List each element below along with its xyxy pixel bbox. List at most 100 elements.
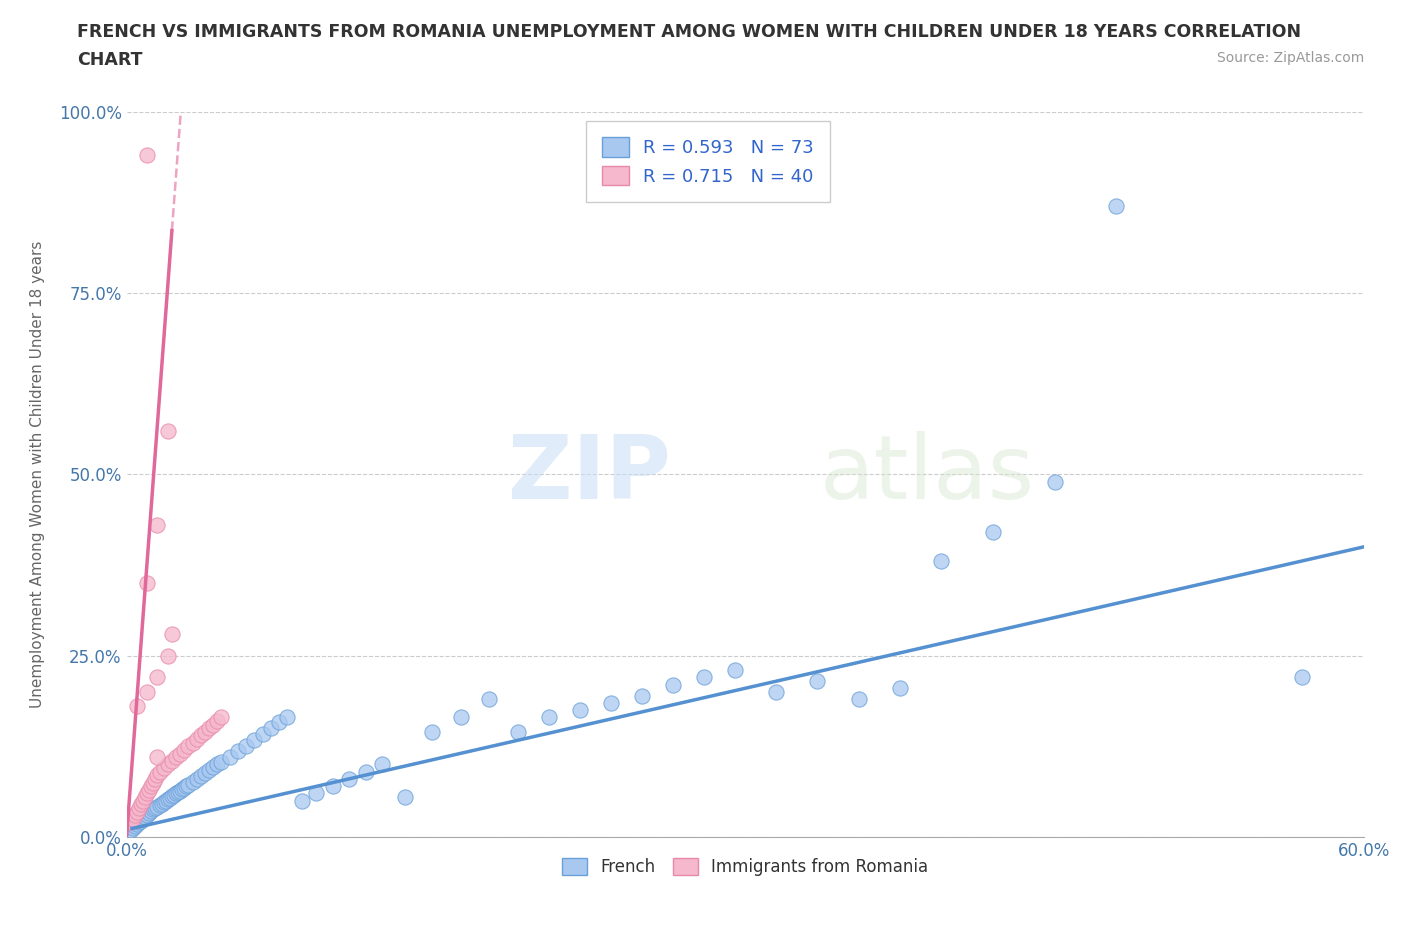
Point bbox=[128, 815, 150, 830]
Point bbox=[929, 554, 952, 569]
Point bbox=[600, 696, 623, 711]
Point bbox=[152, 795, 174, 810]
Point bbox=[134, 809, 156, 824]
Point bbox=[125, 804, 148, 819]
Point bbox=[226, 744, 249, 759]
Point bbox=[371, 757, 394, 772]
Point bbox=[146, 768, 169, 783]
Point bbox=[146, 799, 169, 814]
Point bbox=[354, 764, 377, 779]
Point bbox=[181, 775, 204, 790]
Point bbox=[142, 802, 165, 817]
Point bbox=[305, 786, 328, 801]
Point bbox=[202, 760, 225, 775]
Point bbox=[177, 777, 200, 792]
Point bbox=[156, 757, 179, 772]
Point bbox=[136, 148, 159, 163]
Point bbox=[198, 721, 221, 736]
Point bbox=[218, 750, 240, 764]
Point bbox=[136, 808, 159, 823]
Point bbox=[662, 677, 685, 692]
Point bbox=[145, 801, 167, 816]
Point bbox=[276, 710, 298, 724]
Point bbox=[848, 692, 870, 707]
Point bbox=[145, 772, 167, 787]
Point bbox=[165, 786, 187, 801]
Point bbox=[167, 785, 190, 800]
Text: Source: ZipAtlas.com: Source: ZipAtlas.com bbox=[1216, 51, 1364, 65]
Point bbox=[569, 703, 592, 718]
Point bbox=[141, 804, 163, 818]
Point bbox=[120, 822, 142, 837]
Point bbox=[156, 423, 179, 438]
Point bbox=[138, 782, 160, 797]
Point bbox=[124, 808, 146, 823]
Point bbox=[134, 790, 156, 804]
Point bbox=[724, 663, 747, 678]
Point bbox=[806, 673, 828, 688]
Point bbox=[129, 797, 152, 812]
Point bbox=[150, 796, 173, 811]
Point bbox=[173, 780, 195, 795]
Point bbox=[322, 778, 344, 793]
Point bbox=[1105, 198, 1128, 213]
Point bbox=[125, 699, 148, 714]
Point bbox=[148, 798, 170, 813]
Point bbox=[186, 772, 208, 787]
Point bbox=[136, 684, 159, 699]
Point bbox=[450, 710, 472, 724]
Point bbox=[156, 791, 179, 806]
Legend: French, Immigrants from Romania: French, Immigrants from Romania bbox=[555, 852, 935, 883]
Point bbox=[889, 681, 911, 696]
Text: CHART: CHART bbox=[77, 51, 143, 69]
Point bbox=[121, 821, 143, 836]
Point bbox=[125, 817, 148, 831]
Point bbox=[163, 788, 186, 803]
Point bbox=[160, 753, 183, 768]
Point bbox=[765, 684, 787, 699]
Text: ZIP: ZIP bbox=[508, 431, 671, 518]
Y-axis label: Unemployment Among Women with Children Under 18 years: Unemployment Among Women with Children U… bbox=[30, 241, 45, 708]
Point bbox=[243, 732, 266, 747]
Point bbox=[160, 789, 183, 804]
Point bbox=[146, 750, 169, 764]
Point bbox=[165, 750, 187, 764]
Point bbox=[155, 793, 177, 808]
Point bbox=[129, 814, 152, 829]
Point bbox=[260, 721, 283, 736]
Point bbox=[159, 790, 181, 805]
Point bbox=[209, 710, 232, 724]
Point bbox=[337, 772, 360, 787]
Point bbox=[124, 818, 146, 833]
Point bbox=[172, 782, 194, 797]
Point bbox=[136, 576, 159, 591]
Point bbox=[209, 754, 232, 769]
Point bbox=[190, 768, 212, 783]
Point bbox=[207, 757, 229, 772]
Point bbox=[207, 713, 229, 728]
Point bbox=[181, 736, 204, 751]
Text: atlas: atlas bbox=[820, 431, 1035, 518]
Point bbox=[169, 783, 191, 798]
Point bbox=[981, 525, 1004, 539]
Point bbox=[538, 710, 561, 724]
Point bbox=[252, 726, 274, 741]
Point bbox=[194, 724, 217, 739]
Point bbox=[132, 793, 155, 808]
Point bbox=[194, 765, 217, 780]
Point bbox=[269, 715, 291, 730]
Point bbox=[177, 738, 200, 753]
Point bbox=[160, 627, 183, 642]
Point bbox=[186, 732, 208, 747]
Point bbox=[202, 717, 225, 732]
Point bbox=[508, 724, 530, 739]
Point bbox=[146, 670, 169, 684]
Point bbox=[138, 805, 160, 820]
Point bbox=[173, 742, 195, 757]
Point bbox=[394, 790, 416, 804]
Point bbox=[198, 763, 221, 777]
Point bbox=[142, 776, 165, 790]
Point bbox=[420, 724, 443, 739]
Point bbox=[148, 764, 170, 779]
Point bbox=[176, 778, 198, 793]
